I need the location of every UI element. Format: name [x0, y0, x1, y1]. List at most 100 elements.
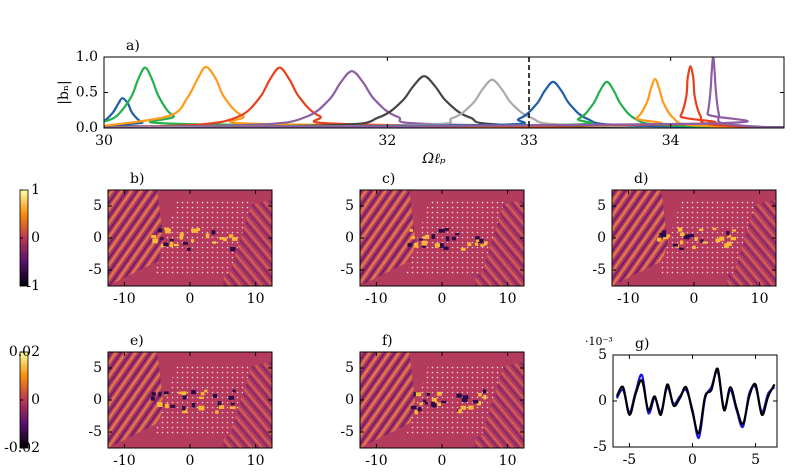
mode-blob: [702, 241, 708, 244]
panel-label: f): [382, 333, 393, 349]
mode-blob: [165, 228, 171, 234]
mode-blob: [169, 241, 174, 246]
mode-blob: [191, 402, 196, 408]
mode-blob: [724, 243, 729, 249]
y-tick-label: 5: [598, 347, 607, 363]
colorbar-tick-label: 0.02: [9, 344, 40, 360]
colorbar-tick-label: -1: [26, 278, 40, 294]
series-line: [104, 80, 784, 128]
y-tick-label: 5: [345, 360, 354, 376]
x-tick-label: 33: [520, 133, 538, 149]
mode-blob: [661, 233, 667, 238]
mode-blob: [476, 401, 482, 406]
mode-blob: [158, 392, 162, 397]
y-tick-label: 0: [345, 230, 354, 246]
mode-blob: [163, 391, 169, 395]
series-line: [104, 80, 784, 128]
panel-label: g): [635, 336, 649, 352]
mode-blob: [182, 394, 187, 400]
x-tick-label: 0: [438, 291, 447, 307]
mode-blob: [215, 410, 219, 414]
mode-blob: [445, 236, 450, 242]
mode-blob: [150, 396, 155, 401]
x-tick-label: -10: [113, 291, 136, 307]
mode-blob: [458, 409, 462, 414]
x-tick-label: 10: [247, 453, 265, 469]
colorbar-tick-label: -0.02: [4, 440, 40, 456]
mode-blob: [468, 405, 474, 410]
mode-blob: [415, 392, 422, 397]
mode-blob: [164, 227, 170, 230]
mode-blob: [163, 242, 169, 247]
mode-blob: [483, 241, 488, 246]
mode-blob: [456, 393, 462, 398]
mode-blob: [199, 396, 204, 400]
mode-blob: [411, 235, 415, 240]
mode-blob: [460, 247, 466, 251]
mode-blob: [410, 405, 417, 410]
heatmap-waves: [360, 352, 418, 448]
mode-blob: [477, 238, 484, 243]
y-tick-label: 0.0: [76, 120, 98, 136]
mode-blob: [727, 234, 732, 238]
mode-blob: [460, 405, 466, 410]
mode-blob: [169, 244, 173, 248]
plot-area: [615, 367, 776, 439]
mode-blob: [438, 229, 445, 233]
x-tick-label: 10: [247, 291, 265, 307]
mode-blob: [694, 237, 698, 241]
mode-blob: [421, 240, 428, 246]
mode-blob: [731, 229, 737, 232]
y-tick-label: 0: [93, 392, 102, 408]
y-axis-label: |bₙ|: [56, 80, 72, 104]
mode-blob: [152, 238, 158, 244]
mode-blob: [217, 401, 222, 406]
y-tick-label: 1.0: [76, 49, 98, 65]
mode-blob: [212, 241, 217, 244]
mode-blob: [472, 400, 479, 404]
x-tick-label: 5: [751, 452, 760, 468]
mode-blob: [229, 406, 236, 409]
y-tick-label: -5: [340, 424, 354, 440]
mode-blob: [727, 241, 732, 246]
mode-blob: [230, 402, 235, 406]
mode-blob: [719, 236, 725, 241]
lattice-region: [657, 201, 757, 275]
mode-blob: [219, 405, 225, 410]
mode-blob: [223, 237, 227, 242]
mode-blob: [437, 391, 442, 396]
mode-blob: [231, 237, 238, 241]
heatmap-waves: [108, 190, 166, 286]
mode-blob: [211, 230, 216, 235]
y-tick-label: 5: [345, 198, 354, 214]
mode-blob: [230, 247, 236, 252]
mode-blob: [182, 408, 188, 414]
x-tick-label: 0: [690, 291, 699, 307]
x-tick-label: 0: [186, 453, 195, 469]
mode-blob: [483, 395, 487, 400]
y-tick-label: -5: [340, 262, 354, 278]
y-tick-label: 5: [93, 198, 102, 214]
x-tick-label: 10: [499, 291, 517, 307]
mode-blob: [444, 228, 449, 231]
x-tick-label: 0: [438, 453, 447, 469]
x-tick-label: -10: [617, 291, 640, 307]
y-tick-label: 0: [345, 392, 354, 408]
mode-blob: [422, 399, 427, 403]
y-tick-label: 5: [597, 198, 606, 214]
mode-blob: [430, 401, 435, 407]
mode-blob: [426, 392, 430, 396]
mode-blob: [414, 409, 418, 415]
panel-label: d): [634, 171, 648, 187]
mode-blob: [170, 404, 176, 408]
mode-blob: [165, 403, 169, 409]
x-tick-label: -10: [365, 291, 388, 307]
mode-blob: [407, 243, 412, 247]
y-tick-label: 5: [93, 360, 102, 376]
mode-blob: [679, 247, 684, 250]
mode-blob: [688, 234, 694, 238]
panel-label: e): [130, 333, 144, 349]
mode-blob: [419, 238, 423, 241]
mode-blob: [159, 237, 164, 240]
series-line: [104, 75, 784, 128]
